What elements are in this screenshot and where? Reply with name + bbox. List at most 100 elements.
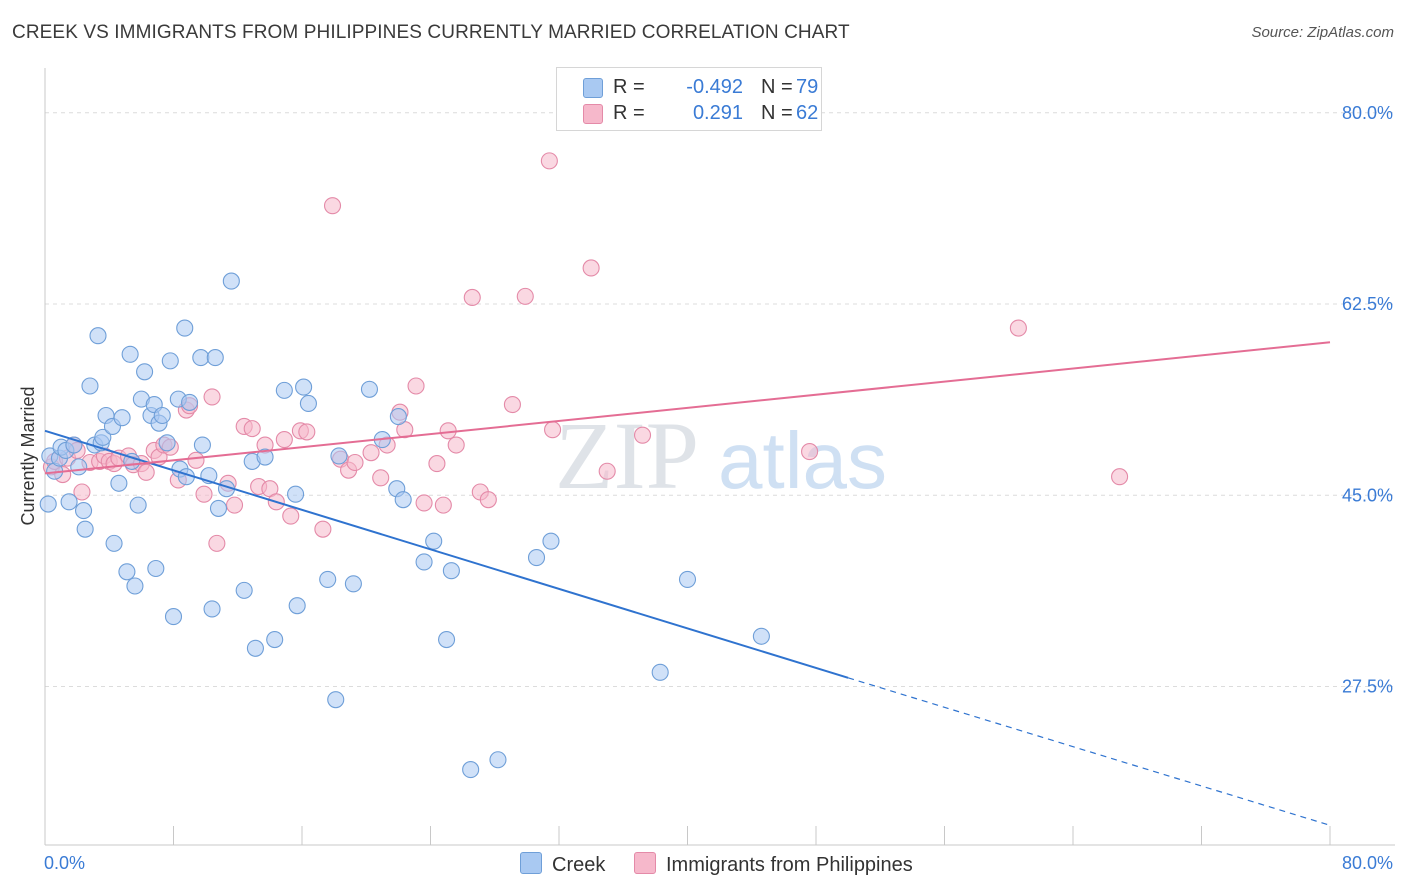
phil-trend-line [44, 341, 1331, 475]
philippines-point [282, 507, 300, 525]
y-tick-label: 62.5% [1342, 294, 1393, 314]
philippines-point [362, 444, 380, 462]
creek-trend-line [44, 429, 849, 679]
creek-point [678, 570, 697, 588]
philippines-point [582, 259, 600, 277]
philippines-point [225, 496, 244, 514]
creek-point [295, 378, 313, 396]
philippines-point [195, 485, 213, 503]
creek-point [113, 409, 131, 427]
creek-legend-swatch [520, 852, 542, 874]
philippines-point [372, 469, 390, 487]
philippines-point [463, 288, 481, 307]
creek-point [164, 608, 183, 626]
philippines-point [428, 455, 446, 473]
creek-point [360, 380, 379, 398]
creek-point [235, 581, 253, 599]
creek-point [126, 577, 144, 595]
creek-point [542, 532, 560, 550]
creek-point [60, 493, 78, 511]
creek-point [344, 575, 362, 593]
creek-point [206, 349, 224, 367]
philippines-point [323, 197, 342, 215]
n-value: 79 [796, 76, 819, 98]
creek-point [394, 491, 412, 509]
creek-point [330, 447, 348, 465]
philippines-point [298, 423, 316, 441]
creek-point [246, 639, 264, 657]
creek-swatch [583, 78, 603, 98]
philippines-point [137, 463, 155, 481]
creek-point [299, 394, 317, 413]
philippines-point [203, 388, 221, 406]
creek-point [327, 691, 345, 709]
creek-point [203, 600, 221, 618]
creek-point [136, 363, 154, 381]
philippines-point [479, 491, 497, 509]
watermark-zip: ZIP [555, 402, 699, 509]
creek-point [94, 428, 112, 446]
creek-point [193, 436, 211, 454]
creek-point [319, 570, 337, 588]
creek-point [266, 630, 284, 649]
philippines-point [243, 420, 261, 438]
creek-point [527, 549, 546, 567]
creek-point [76, 520, 94, 538]
creek-point [70, 458, 88, 476]
r-label: R = [613, 76, 645, 98]
creek-point [415, 553, 433, 571]
y-tick-label: 45.0% [1342, 485, 1393, 505]
philippines-point [544, 421, 562, 439]
creek-point [651, 663, 669, 681]
n-label: N = [761, 76, 793, 98]
creek-point [288, 597, 306, 615]
creek-point [389, 408, 407, 426]
creek-point [442, 562, 460, 580]
chart-title: CREEK VS IMMIGRANTS FROM PHILIPPINES CUR… [12, 22, 850, 43]
philippines-point [801, 443, 819, 461]
watermark: ZIP atlas [555, 402, 887, 509]
philippines-point [598, 462, 616, 480]
creek-point [275, 381, 293, 399]
philippines-point [415, 494, 433, 512]
phil-legend-label: Immigrants from Philippines [666, 854, 913, 876]
creek-point [147, 559, 165, 578]
n-label: N = [761, 102, 793, 124]
creek-legend-label: Creek [552, 854, 606, 876]
creek-point [81, 377, 99, 395]
watermark-atlas: atlas [718, 416, 887, 505]
philippines-point [314, 520, 332, 538]
axes: 27.5% 45.0% 62.5% 80.0% 0.0% 80.0% [44, 68, 1395, 873]
philippines-point [540, 152, 558, 170]
philippines-point [73, 483, 91, 501]
philippines-point [407, 377, 425, 395]
creek-point [489, 751, 507, 769]
philippines-point [1111, 468, 1129, 486]
creek-point [222, 272, 240, 290]
creek-point [752, 627, 770, 645]
r-value: 0.291 [692, 102, 743, 124]
legend-item-philippines: Immigrants from Philippines [634, 852, 913, 877]
creek-point [256, 448, 274, 466]
creek-point [425, 532, 443, 550]
x-tick-label: 80.0% [1342, 853, 1393, 873]
y-tick-label: 27.5% [1342, 677, 1393, 697]
source-label: Source: ZipAtlas.com [1251, 24, 1394, 41]
philippines-point [187, 451, 205, 469]
creek-point [121, 345, 139, 363]
creek-point [153, 406, 171, 425]
creek-point [176, 319, 194, 337]
creek-point [192, 349, 210, 367]
creek-trend-extension [847, 677, 1331, 826]
creek-point [438, 630, 456, 649]
creek-point [462, 761, 480, 779]
creek-point [287, 485, 305, 503]
phil-legend-swatch [634, 852, 656, 874]
r-value: -0.492 [686, 76, 743, 98]
philippines-point [503, 396, 521, 414]
creek-point [89, 327, 107, 345]
philippines-point [447, 436, 465, 454]
philippines-point [275, 430, 293, 449]
creek-point [161, 352, 179, 370]
creek-point [39, 495, 57, 513]
